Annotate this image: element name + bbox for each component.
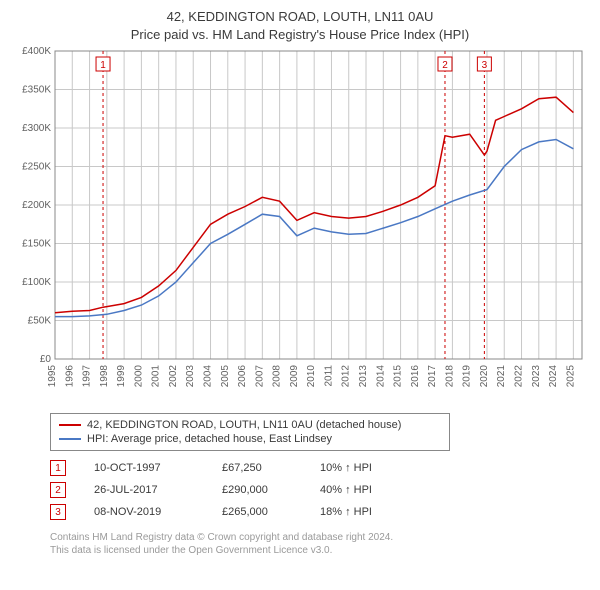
svg-text:£200K: £200K bbox=[22, 200, 51, 211]
svg-text:£0: £0 bbox=[40, 354, 52, 365]
svg-text:1997: 1997 bbox=[82, 365, 93, 388]
chart-title: 42, KEDDINGTON ROAD, LOUTH, LN11 0AU Pri… bbox=[10, 8, 590, 43]
footnote-line1: Contains HM Land Registry data © Crown c… bbox=[50, 532, 393, 543]
svg-text:2015: 2015 bbox=[393, 365, 404, 388]
footnote: Contains HM Land Registry data © Crown c… bbox=[50, 531, 590, 557]
svg-text:£100K: £100K bbox=[22, 277, 51, 288]
svg-text:2010: 2010 bbox=[306, 365, 317, 388]
sales-table: 1 10-OCT-1997 £67,250 10% ↑ HPI 2 26-JUL-2017… bbox=[50, 457, 590, 523]
svg-text:3: 3 bbox=[482, 60, 488, 71]
svg-text:2004: 2004 bbox=[203, 365, 214, 388]
sale-date: 10-OCT-1997 bbox=[94, 462, 194, 474]
legend-label-red: 42, KEDDINGTON ROAD, LOUTH, LN11 0AU (de… bbox=[87, 419, 401, 431]
sale-marker-2: 2 bbox=[50, 482, 66, 498]
sales-row: 1 10-OCT-1997 £67,250 10% ↑ HPI bbox=[50, 457, 590, 479]
svg-text:2003: 2003 bbox=[185, 365, 196, 388]
svg-text:2025: 2025 bbox=[565, 365, 576, 388]
legend: 42, KEDDINGTON ROAD, LOUTH, LN11 0AU (de… bbox=[50, 413, 450, 451]
chart-container: 42, KEDDINGTON ROAD, LOUTH, LN11 0AU Pri… bbox=[0, 0, 600, 590]
svg-text:1999: 1999 bbox=[116, 365, 127, 388]
sales-row: 2 26-JUL-2017 £290,000 40% ↑ HPI bbox=[50, 479, 590, 501]
sales-row: 3 08-NOV-2019 £265,000 18% ↑ HPI bbox=[50, 501, 590, 523]
svg-text:2014: 2014 bbox=[375, 365, 386, 388]
svg-text:2018: 2018 bbox=[444, 365, 455, 388]
svg-text:£150K: £150K bbox=[22, 239, 51, 250]
svg-text:1995: 1995 bbox=[47, 365, 58, 388]
sale-date: 26-JUL-2017 bbox=[94, 484, 194, 496]
sale-date: 08-NOV-2019 bbox=[94, 506, 194, 518]
svg-text:2006: 2006 bbox=[237, 365, 248, 388]
svg-text:2012: 2012 bbox=[341, 365, 352, 388]
svg-text:1996: 1996 bbox=[64, 365, 75, 388]
svg-text:1998: 1998 bbox=[99, 365, 110, 388]
svg-text:2021: 2021 bbox=[496, 365, 507, 388]
svg-text:1: 1 bbox=[100, 60, 106, 71]
sale-marker-3: 3 bbox=[50, 504, 66, 520]
svg-text:2013: 2013 bbox=[358, 365, 369, 388]
svg-text:2020: 2020 bbox=[479, 365, 490, 388]
svg-text:2016: 2016 bbox=[410, 365, 421, 388]
svg-text:2002: 2002 bbox=[168, 365, 179, 388]
svg-text:£400K: £400K bbox=[22, 47, 51, 57]
sale-pct: 10% ↑ HPI bbox=[320, 462, 410, 474]
sale-pct: 18% ↑ HPI bbox=[320, 506, 410, 518]
sale-pct: 40% ↑ HPI bbox=[320, 484, 410, 496]
svg-text:2011: 2011 bbox=[323, 365, 334, 387]
svg-text:2007: 2007 bbox=[254, 365, 265, 388]
footnote-line2: This data is licensed under the Open Gov… bbox=[50, 545, 332, 556]
svg-text:2024: 2024 bbox=[548, 365, 559, 388]
svg-text:£350K: £350K bbox=[22, 85, 51, 96]
legend-swatch-blue bbox=[59, 438, 81, 440]
sale-price: £265,000 bbox=[222, 506, 292, 518]
chart-area: £0 £50K £100K £150K £200K £250K £300K £350K £400… bbox=[10, 47, 590, 407]
svg-text:2017: 2017 bbox=[427, 365, 438, 388]
svg-text:2000: 2000 bbox=[133, 365, 144, 388]
svg-text:2005: 2005 bbox=[220, 365, 231, 388]
legend-row-red: 42, KEDDINGTON ROAD, LOUTH, LN11 0AU (de… bbox=[59, 418, 441, 432]
svg-text:£50K: £50K bbox=[28, 316, 52, 327]
svg-text:£250K: £250K bbox=[22, 162, 51, 173]
svg-text:2001: 2001 bbox=[151, 365, 162, 388]
sale-marker-1: 1 bbox=[50, 460, 66, 476]
sale-price: £290,000 bbox=[222, 484, 292, 496]
title-line2: Price paid vs. HM Land Registry's House … bbox=[131, 27, 469, 42]
line-chart-svg: £0 £50K £100K £150K £200K £250K £300K £350K £400… bbox=[10, 47, 590, 407]
legend-row-blue: HPI: Average price, detached house, East… bbox=[59, 432, 441, 446]
svg-text:2022: 2022 bbox=[514, 365, 525, 388]
legend-label-blue: HPI: Average price, detached house, East… bbox=[87, 433, 332, 445]
legend-swatch-red bbox=[59, 424, 81, 426]
sale-price: £67,250 bbox=[222, 462, 292, 474]
title-line1: 42, KEDDINGTON ROAD, LOUTH, LN11 0AU bbox=[167, 9, 434, 24]
svg-text:2: 2 bbox=[442, 60, 448, 71]
svg-text:2008: 2008 bbox=[272, 365, 283, 388]
svg-text:2023: 2023 bbox=[531, 365, 542, 388]
svg-text:2009: 2009 bbox=[289, 365, 300, 388]
svg-text:2019: 2019 bbox=[462, 365, 473, 388]
svg-text:£300K: £300K bbox=[22, 123, 51, 134]
